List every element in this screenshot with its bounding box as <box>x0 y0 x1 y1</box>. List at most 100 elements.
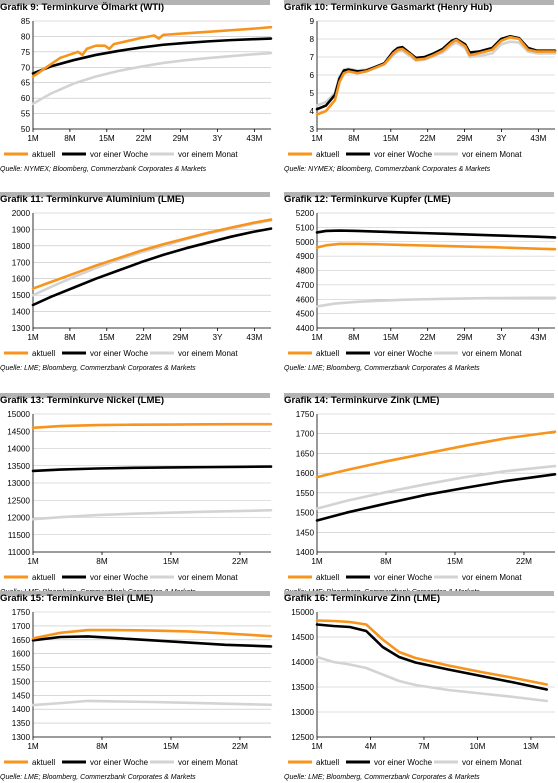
y-tick-label: 1450 <box>296 528 315 537</box>
x-tick-label: 8M <box>96 742 108 751</box>
y-tick-label: 1300 <box>12 733 31 742</box>
y-tick-label: 1900 <box>12 225 31 234</box>
series-line-vor-einem-monat <box>31 51 273 105</box>
chart-svg: 11000 11500 12000 12500 13000 13500 14000 14500… <box>4 410 273 582</box>
legend-label-vor-einer-woche: vor einer Woche <box>374 758 433 767</box>
x-tick-label: 43M <box>530 134 546 143</box>
chart-title: Grafik 9: Terminkurve Ölmarkt (WTI) <box>0 2 165 13</box>
x-tick-label: 3Y <box>212 333 223 342</box>
x-tick-label: 22M <box>232 557 248 566</box>
source-note: Quelle: LME; Bloomberg, Commerzbank Corp… <box>284 365 480 372</box>
y-tick-label: 11000 <box>8 548 31 557</box>
y-tick-label: 75 <box>21 48 31 57</box>
legend-label-vor-einem-monat: vor einem Monat <box>178 349 238 358</box>
x-tick-label: 1M <box>311 557 323 566</box>
chart-title: Grafik 15: Terminkurve Blei (LME) <box>0 593 154 604</box>
legend-label-vor-einem-monat: vor einem Monat <box>178 573 238 582</box>
legend-label-vor-einer-woche: vor einer Woche <box>374 150 433 159</box>
chart-svg: 3 4 5 6 7 8 9 1M 8M 15M 22M 29M 3Y 43M aktuell vor eine… <box>288 17 557 159</box>
series-line-vor-einer-woche <box>31 227 273 307</box>
legend-label-aktuell: aktuell <box>316 758 339 767</box>
legend-label-vor-einer-woche: vor einer Woche <box>90 758 149 767</box>
series-line-aktuell <box>31 628 273 640</box>
x-tick-label: 15M <box>163 742 179 751</box>
chart-svg: 1300 1350 1400 1450 1500 1550 1600 1650 1700 1750… <box>4 608 273 767</box>
x-tick-label: 1M <box>311 333 323 342</box>
x-tick-label: 15M <box>383 333 399 342</box>
legend-label-aktuell: aktuell <box>32 573 55 582</box>
series-line-vor-einem-monat <box>315 464 557 510</box>
source-note: Quelle: LME; Bloomberg, Commerzbank Corp… <box>0 365 196 372</box>
x-tick-label: 10M <box>469 742 485 751</box>
x-tick-label: 22M <box>232 742 248 751</box>
x-tick-label: 15M <box>383 134 399 143</box>
y-tick-label: 14000 <box>291 658 314 667</box>
source-note: Quelle: NYMEX; Bloomberg, Commerzbank Co… <box>284 166 491 173</box>
series-line-vor-einer-woche <box>315 229 557 239</box>
x-tick-label: 7M <box>418 742 430 751</box>
y-tick-label: 4400 <box>296 324 315 333</box>
chart-title: Grafik 16: Terminkurve Zinn (LME) <box>284 593 441 604</box>
series-line-vor-einem-monat <box>31 508 273 521</box>
x-tick-label: 1M <box>27 134 39 143</box>
x-tick-label: 1M <box>311 742 323 751</box>
series-line-aktuell <box>31 218 273 290</box>
legend-label-aktuell: aktuell <box>32 349 55 358</box>
series-line-aktuell <box>31 25 273 78</box>
y-tick-label: 65 <box>21 79 31 88</box>
x-tick-label: 22M <box>136 134 152 143</box>
y-tick-label: 12500 <box>7 496 30 505</box>
y-tick-label: 9 <box>309 17 314 26</box>
legend-label-vor-einem-monat: vor einem Monat <box>462 758 522 767</box>
y-tick-label: 4500 <box>296 310 315 319</box>
y-tick-label: 1600 <box>12 275 31 284</box>
x-tick-label: 8M <box>64 134 76 143</box>
x-tick-label: 3Y <box>496 333 507 342</box>
y-tick-label: 4900 <box>296 252 315 261</box>
legend-label-aktuell: aktuell <box>32 758 55 767</box>
header-rule <box>284 0 554 5</box>
y-tick-label: 1550 <box>296 489 315 498</box>
x-tick-label: 15M <box>163 557 179 566</box>
legend-label-vor-einer-woche: vor einer Woche <box>90 150 149 159</box>
y-tick-label: 4700 <box>296 281 315 290</box>
y-tick-label: 12500 <box>291 733 314 742</box>
x-tick-label: 29M <box>457 333 473 342</box>
x-tick-label: 4M <box>365 742 377 751</box>
chart-title: Grafik 12: Terminkurve Kupfer (LME) <box>284 194 451 205</box>
y-tick-label: 1600 <box>296 469 315 478</box>
y-tick-label: 7 <box>309 53 314 62</box>
x-tick-label: 22M <box>516 557 532 566</box>
x-tick-label: 43M <box>246 333 262 342</box>
x-tick-label: 1M <box>311 134 323 143</box>
legend-label-aktuell: aktuell <box>316 150 339 159</box>
y-tick-label: 1750 <box>296 410 315 419</box>
chart-title: Grafik 14: Terminkurve Zink (LME) <box>284 395 440 406</box>
y-tick-label: 4600 <box>296 295 315 304</box>
y-tick-label: 13500 <box>7 462 30 471</box>
x-tick-label: 13M <box>523 742 539 751</box>
y-tick-label: 12000 <box>7 514 30 523</box>
series-line-vor-einer-woche <box>315 35 557 111</box>
series-line-vor-einer-woche <box>31 465 273 473</box>
y-tick-label: 5200 <box>296 209 315 218</box>
y-tick-label: 2000 <box>12 209 31 218</box>
y-tick-label: 60 <box>21 94 31 103</box>
x-tick-label: 29M <box>457 134 473 143</box>
series-line-aktuell <box>315 430 557 479</box>
y-tick-label: 4800 <box>296 267 315 276</box>
y-tick-label: 14000 <box>7 445 30 454</box>
x-tick-label: 8M <box>64 333 76 342</box>
y-tick-label: 4 <box>309 107 314 116</box>
chart-svg: 1400 1450 1500 1550 1600 1650 1700 1750 1M 8M 15M 2… <box>288 410 557 582</box>
x-tick-label: 3Y <box>496 134 507 143</box>
legend-label-vor-einem-monat: vor einem Monat <box>462 573 522 582</box>
y-tick-label: 1750 <box>12 608 31 617</box>
chart-svg: 1300 1400 1500 1600 1700 1800 1900 2000 1M 8M 15M 2… <box>4 209 273 358</box>
header-rule <box>284 192 554 197</box>
y-tick-label: 15000 <box>291 608 314 617</box>
y-tick-label: 1350 <box>12 719 31 728</box>
series-line-vor-einer-woche <box>315 623 549 691</box>
y-tick-label: 1700 <box>12 622 31 631</box>
source-note: Quelle: LME; Bloomberg, Commerzbank Corp… <box>0 774 196 781</box>
